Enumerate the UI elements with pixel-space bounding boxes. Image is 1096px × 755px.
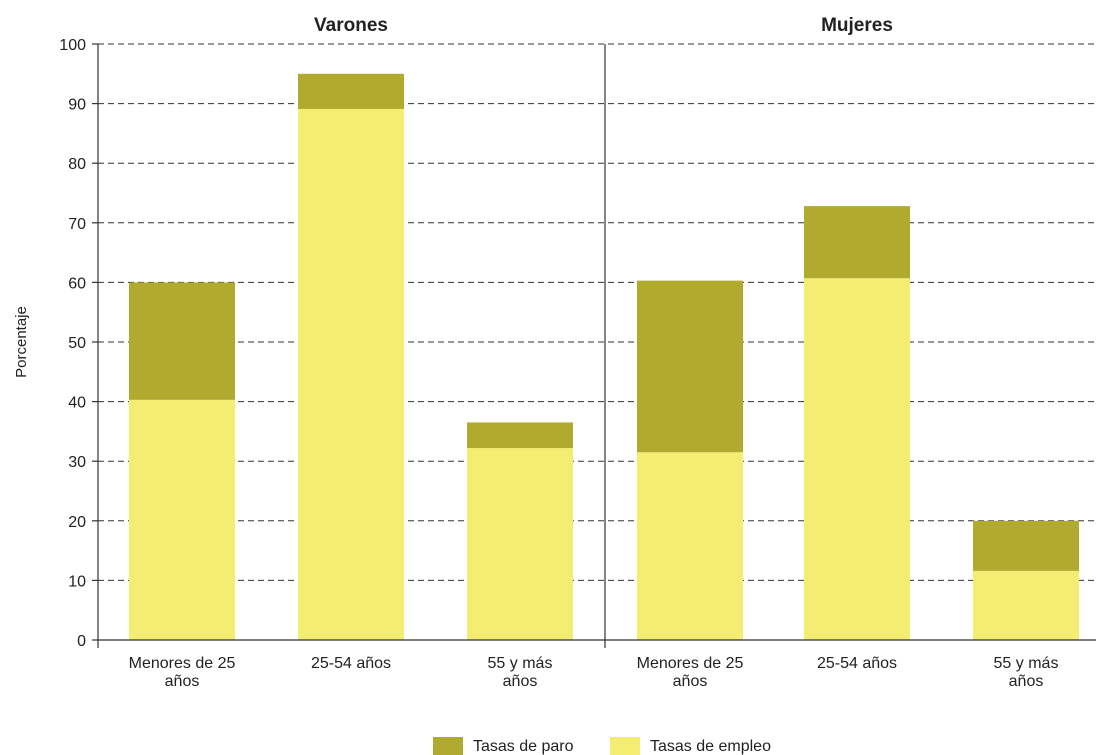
y-tick-label: 100 <box>59 37 86 54</box>
legend-swatch <box>610 737 640 755</box>
gridlines <box>98 43 1096 581</box>
x-category-label: años <box>673 673 708 690</box>
x-category-label: 55 y más <box>488 655 553 672</box>
bar-segment-empleo <box>973 570 1079 640</box>
legend: Tasas de paro Tasas de empleo <box>433 737 771 755</box>
panel-title: Mujeres <box>821 15 893 36</box>
y-tick-label: 10 <box>68 573 86 590</box>
bar-segment-paro <box>129 282 235 400</box>
x-category-label: 55 y más <box>994 655 1059 672</box>
y-tick-label: 30 <box>68 454 86 471</box>
legend-label: Tasas de paro <box>473 738 574 755</box>
bar-segment-empleo <box>129 399 235 640</box>
bar-segment-empleo <box>467 448 573 640</box>
y-axis-label: Porcentaje <box>13 306 30 378</box>
x-category-label: Menores de 25 <box>129 655 236 672</box>
x-category-label: años <box>1009 673 1044 690</box>
x-category-label: años <box>503 673 538 690</box>
y-tick-label: 0 <box>77 633 86 650</box>
bar-segment-empleo <box>804 278 910 640</box>
bar-segment-paro <box>973 520 1079 571</box>
y-tick-label: 40 <box>68 395 86 412</box>
y-tick-label: 50 <box>68 335 86 352</box>
x-category-label: 25-54 años <box>311 655 391 672</box>
bars <box>129 73 1079 641</box>
y-tick-label: 70 <box>68 216 86 233</box>
x-category-label: 25-54 años <box>817 655 897 672</box>
labels: 0 10 20 30 40 50 60 70 80 90 100 Porcentaje Varones M… <box>13 15 1058 690</box>
bar-segment-paro <box>467 422 573 449</box>
legend-swatch <box>433 737 463 755</box>
legend-label: Tasas de empleo <box>650 738 771 755</box>
y-tick-label: 80 <box>68 156 86 173</box>
bar-segment-paro <box>298 73 404 109</box>
bar-segment-empleo <box>637 452 743 640</box>
y-tick-label: 90 <box>68 97 86 114</box>
axes <box>92 43 1096 648</box>
bar-segment-paro <box>804 206 910 279</box>
y-tick-label: 20 <box>68 514 86 531</box>
x-category-label: años <box>165 673 200 690</box>
bar-segment-paro <box>637 280 743 453</box>
bar-segment-empleo <box>298 108 404 641</box>
panel-title: Varones <box>314 15 388 36</box>
x-category-label: Menores de 25 <box>637 655 744 672</box>
y-tick-label: 60 <box>68 275 86 292</box>
